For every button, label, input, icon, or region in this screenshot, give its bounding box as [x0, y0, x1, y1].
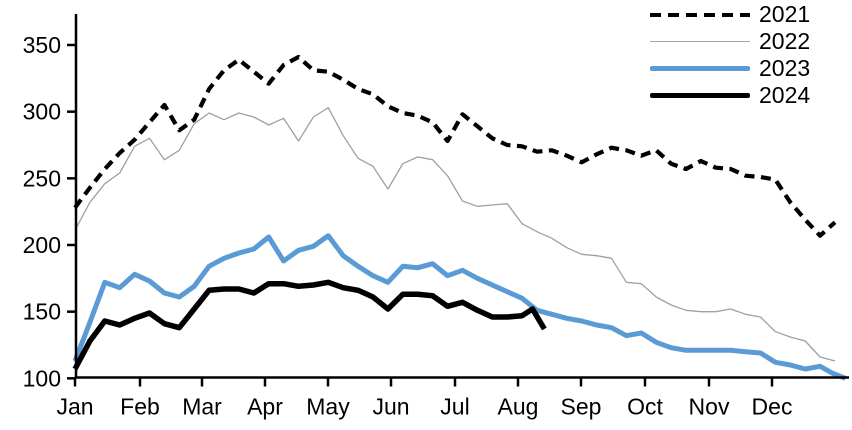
- legend-item-2021: 2021: [650, 1, 810, 28]
- legend-line-thin-icon: [650, 41, 750, 42]
- legend: 2021 2022 2023 2024: [650, 1, 810, 109]
- legend-line-blue-icon: [650, 66, 750, 71]
- series-2021-line: [73, 54, 837, 238]
- x-tick-label: Mar: [182, 394, 222, 420]
- x-tick-label: Aug: [498, 394, 539, 420]
- series-2022-line: [74, 107, 836, 362]
- x-tick-label: Feb: [120, 394, 160, 420]
- series-2024-line: [72, 279, 547, 371]
- x-tick-label: Nov: [689, 394, 730, 420]
- legend-label: 2021: [759, 1, 811, 27]
- legend-item-2023: 2023: [650, 55, 810, 82]
- y-tick-label: 150: [23, 299, 61, 325]
- legend-item-2022: 2022: [650, 28, 810, 55]
- series-2023-line: [72, 233, 847, 381]
- y-tick-label: 250: [23, 165, 61, 191]
- legend-item-2024: 2024: [650, 82, 810, 109]
- x-tick-label: Jun: [372, 394, 409, 420]
- y-tick-label: 300: [23, 99, 61, 125]
- legend-label: 2024: [759, 82, 811, 108]
- x-tick-label: Apr: [247, 394, 283, 420]
- y-tick-label: 100: [23, 365, 61, 391]
- x-tick-label: Jul: [440, 394, 469, 420]
- y-tick-label: 350: [23, 32, 61, 58]
- x-tick-label: Jan: [56, 394, 93, 420]
- x-tick-label: May: [306, 394, 350, 420]
- legend-line-black-icon: [650, 93, 750, 98]
- legend-label: 2022: [759, 28, 811, 54]
- x-tick-label: Sep: [561, 394, 602, 420]
- x-tick-label: Oct: [627, 394, 663, 420]
- legend-label: 2023: [759, 55, 811, 81]
- legend-line-dashed-icon: [650, 12, 750, 17]
- y-tick-label: 200: [23, 232, 61, 258]
- x-tick-label: Dec: [752, 394, 793, 420]
